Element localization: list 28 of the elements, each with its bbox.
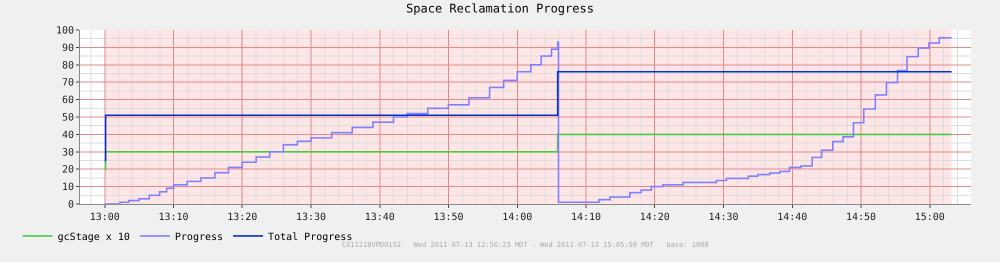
y-tick-label: 70 xyxy=(62,78,74,89)
x-tick-label: 13:50 xyxy=(433,212,464,223)
x-tick-label: 13:00 xyxy=(90,212,120,223)
y-tick-label: 80 xyxy=(62,60,74,72)
y-tick-label: 90 xyxy=(62,42,74,54)
x-tick-label: 14:40 xyxy=(777,212,808,223)
x-tick-label: 14:30 xyxy=(708,212,739,223)
y-tick-label: 60 xyxy=(62,95,74,106)
y-tick-label: 100 xyxy=(56,26,74,36)
x-tick-label: 13:10 xyxy=(158,212,189,223)
x-tick-label: 15:00 xyxy=(914,212,945,223)
x-tick-label: 14:50 xyxy=(846,212,876,223)
chart-title: Space Reclamation Progress xyxy=(406,1,594,16)
x-tick-label: 13:40 xyxy=(364,212,395,223)
legend-label: Progress xyxy=(174,232,224,243)
x-tick-label: 13:20 xyxy=(227,212,258,223)
x-tick-label: 14:00 xyxy=(502,212,532,223)
x-tick-label: 14:20 xyxy=(640,212,670,223)
legend-label: Total Progress xyxy=(268,232,352,243)
y-tick-label: 10 xyxy=(62,182,74,194)
x-tick-label: 13:30 xyxy=(296,212,326,223)
y-tick-label: 50 xyxy=(62,112,74,124)
x-tick-label: 14:10 xyxy=(570,212,602,223)
y-tick-label: 30 xyxy=(62,147,74,158)
y-tick-label: 20 xyxy=(62,164,74,176)
y-tick-label: 40 xyxy=(62,130,74,141)
legend-label: gcStage x 10 xyxy=(58,232,130,243)
y-tick-label: 0 xyxy=(68,200,74,210)
